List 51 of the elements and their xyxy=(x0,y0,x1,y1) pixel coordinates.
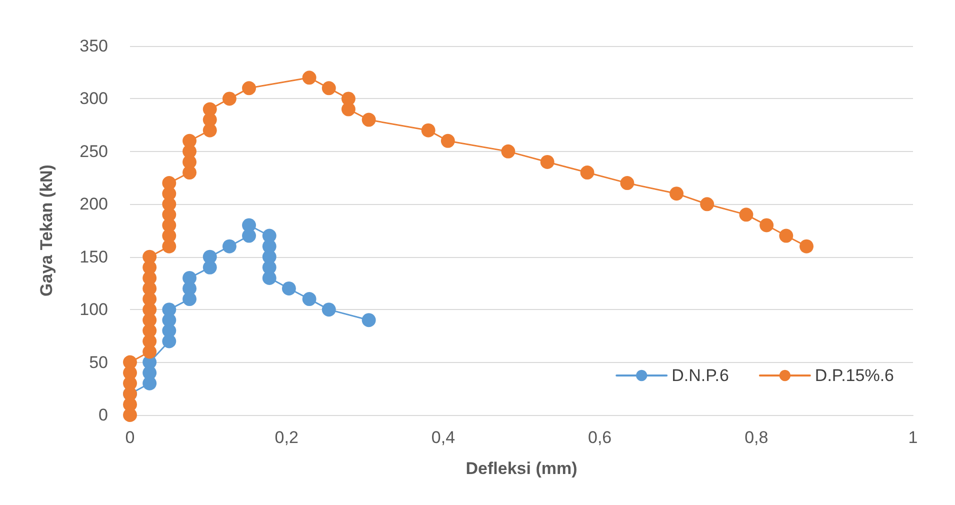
y-tick-label: 150 xyxy=(80,247,108,266)
point xyxy=(162,302,176,317)
point xyxy=(362,112,376,127)
point xyxy=(670,186,684,201)
point xyxy=(282,281,296,296)
x-tick-label: 0 xyxy=(125,428,135,447)
point xyxy=(322,81,336,96)
x-tick-label: 0,2 xyxy=(274,428,298,447)
y-tick-label: 350 xyxy=(80,36,108,56)
point xyxy=(800,239,814,254)
x-tick-label: 0,4 xyxy=(431,428,456,447)
point xyxy=(440,134,455,148)
point xyxy=(779,228,794,243)
point xyxy=(202,102,217,116)
point xyxy=(162,176,176,190)
point xyxy=(182,134,197,148)
y-tick-label: 50 xyxy=(89,352,108,372)
point xyxy=(700,197,714,212)
x-tick-label: 1 xyxy=(908,428,918,447)
legend-label: D.N.P.6 xyxy=(672,366,729,385)
point xyxy=(322,302,336,317)
point xyxy=(501,144,516,158)
point xyxy=(242,218,256,232)
point xyxy=(739,208,754,222)
point xyxy=(123,355,137,370)
point xyxy=(222,239,236,254)
point xyxy=(580,166,594,180)
point xyxy=(142,250,157,264)
y-tick-label: 100 xyxy=(80,300,108,320)
x-tick-label: 0,8 xyxy=(744,428,768,447)
point xyxy=(302,292,316,306)
point xyxy=(242,81,256,96)
point xyxy=(222,92,236,106)
point xyxy=(202,250,217,264)
y-tick-label: 300 xyxy=(80,89,108,108)
point xyxy=(182,270,197,285)
point xyxy=(760,218,774,232)
point xyxy=(540,154,554,169)
point xyxy=(362,313,376,328)
legend-label: D.P.15%.6 xyxy=(814,366,894,385)
point xyxy=(341,102,356,116)
point xyxy=(620,176,634,190)
point xyxy=(421,123,436,138)
y-tick-label: 200 xyxy=(80,194,108,214)
point xyxy=(302,70,316,85)
y-axis-title: Gaya Tekan (kN) xyxy=(37,164,56,296)
point xyxy=(262,270,276,285)
y-tick-label: 0 xyxy=(98,406,108,424)
x-axis-title: Defleksi (mm) xyxy=(466,459,578,478)
x-tick-label: 0,6 xyxy=(588,428,612,447)
y-tick-label: 250 xyxy=(80,142,108,161)
